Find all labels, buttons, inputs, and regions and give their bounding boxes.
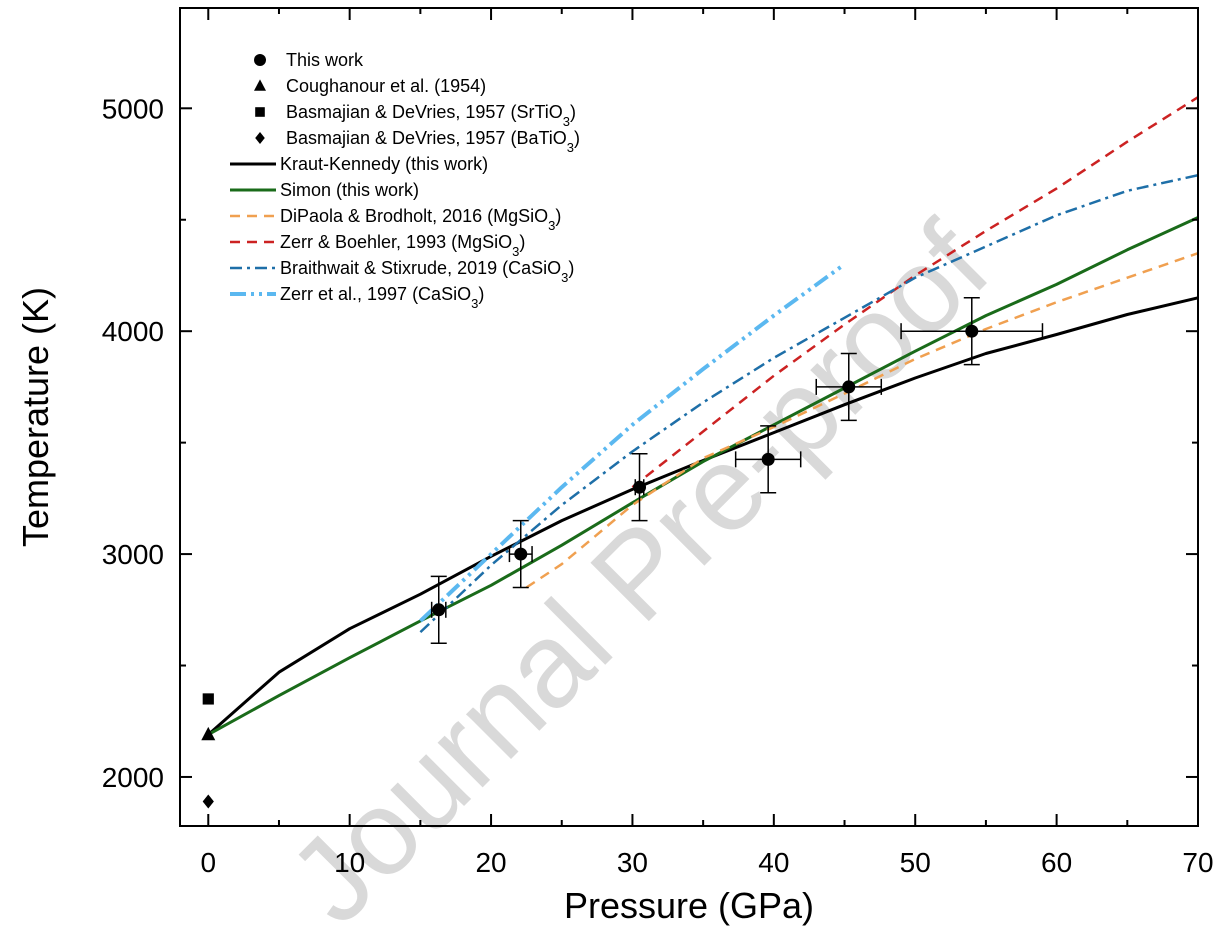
legend-label: Coughanour et al. (1954) (286, 76, 486, 96)
legend-entry: This work (254, 50, 364, 70)
series-line (525, 252, 1199, 589)
x-tick-label: 20 (475, 847, 506, 878)
y-tick-label: 3000 (102, 539, 164, 570)
y-tick-label: 2000 (102, 762, 164, 793)
x-tick-label: 60 (1041, 847, 1072, 878)
axis-ticks: 0 10 20 30 40 50 60 70 2000 3000 4000 5000 (102, 8, 1214, 878)
x-tick-label: 10 (334, 847, 365, 878)
x-tick-label: 70 (1182, 847, 1213, 878)
series-line (207, 216, 1199, 736)
series-line (631, 96, 1199, 489)
legend-marker (254, 79, 266, 91)
data-point (514, 547, 528, 561)
legend-entry: Kraut-Kennedy (this work) (230, 154, 488, 174)
data-point (202, 693, 214, 705)
plot-frame (179, 7, 1199, 827)
legend-marker (255, 132, 265, 144)
data-point (842, 380, 856, 394)
legend-label: Kraut-Kennedy (this work) (280, 154, 488, 174)
x-tick-label: 30 (617, 847, 648, 878)
x-tick-label: 0 (200, 847, 216, 878)
y-tick-label: 4000 (102, 316, 164, 347)
data-point (432, 603, 446, 617)
data-point (965, 324, 979, 338)
legend-entry: Simon (this work) (230, 180, 419, 200)
x-axis-label: Pressure (GPa) (564, 885, 814, 926)
data-point (633, 480, 647, 494)
series-line (419, 262, 846, 623)
x-tick-label: 50 (900, 847, 931, 878)
legend-entry: Coughanour et al. (1954) (254, 76, 486, 96)
legend-label: Simon (this work) (280, 180, 419, 200)
series-line (419, 173, 1199, 634)
data-point (202, 794, 214, 809)
y-axis-label: Temperature (K) (15, 287, 56, 547)
legend-marker (254, 54, 266, 66)
x-tick-label: 40 (758, 847, 789, 878)
data-point (201, 726, 216, 741)
plot-area (201, 96, 1199, 809)
legend-label: This work (286, 50, 364, 70)
legend-marker (255, 107, 265, 117)
y-tick-label: 5000 (102, 93, 164, 124)
data-point (761, 452, 775, 466)
